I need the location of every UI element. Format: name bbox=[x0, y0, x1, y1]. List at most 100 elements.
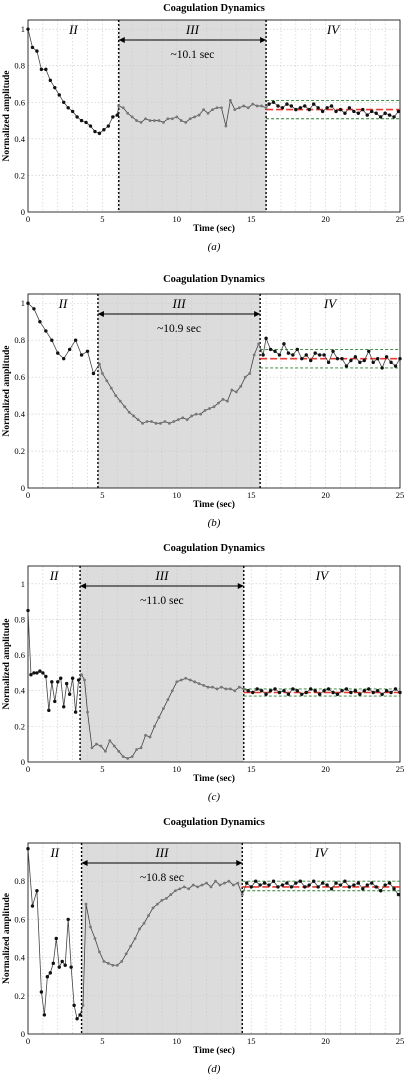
data-point bbox=[277, 353, 282, 357]
data-point bbox=[41, 671, 45, 675]
phase-label-ii: II bbox=[49, 845, 59, 860]
data-point bbox=[393, 687, 398, 691]
y-tick-label: 0.4 bbox=[14, 134, 25, 144]
data-point bbox=[114, 394, 118, 398]
data-point bbox=[233, 108, 237, 111]
data-point bbox=[206, 685, 210, 689]
data-point bbox=[191, 883, 195, 887]
data-point bbox=[193, 680, 197, 684]
data-point bbox=[203, 409, 207, 412]
data-point bbox=[322, 689, 326, 693]
data-point bbox=[224, 124, 228, 128]
data-point bbox=[136, 418, 140, 422]
data-point bbox=[29, 672, 33, 677]
data-point bbox=[202, 108, 205, 111]
data-point bbox=[199, 412, 203, 416]
data-point bbox=[237, 685, 241, 689]
data-point bbox=[282, 342, 286, 346]
data-point bbox=[170, 689, 174, 693]
data-point bbox=[69, 965, 73, 969]
data-point bbox=[240, 893, 244, 896]
data-point bbox=[294, 107, 298, 112]
data-point bbox=[311, 102, 316, 106]
data-point bbox=[156, 902, 159, 906]
data-point bbox=[139, 746, 143, 750]
data-point bbox=[98, 362, 101, 366]
y-tick-label: 0 bbox=[21, 1029, 25, 1039]
data-point bbox=[236, 881, 240, 885]
data-point bbox=[83, 678, 86, 682]
data-point bbox=[304, 690, 308, 695]
data-point bbox=[132, 414, 136, 418]
data-point bbox=[103, 749, 107, 753]
data-point bbox=[267, 102, 271, 106]
x-tick-label: 10 bbox=[173, 490, 182, 500]
data-point bbox=[44, 674, 48, 679]
data-point bbox=[344, 364, 349, 368]
data-point bbox=[184, 676, 188, 680]
x-tick-label: 0 bbox=[26, 1036, 30, 1046]
y-tick-label: 1 bbox=[21, 579, 25, 589]
data-point bbox=[234, 390, 238, 394]
data-point bbox=[53, 699, 57, 704]
data-point bbox=[353, 355, 358, 359]
x-tick-label: 0 bbox=[26, 490, 30, 500]
data-point bbox=[123, 405, 127, 409]
data-point bbox=[173, 889, 177, 893]
data-point bbox=[144, 733, 147, 737]
data-point bbox=[115, 963, 119, 967]
data-point bbox=[35, 671, 39, 675]
data-point bbox=[154, 421, 158, 425]
data-point bbox=[307, 107, 311, 112]
data-point bbox=[307, 883, 311, 887]
data-point bbox=[353, 689, 358, 693]
x-tick-label: 20 bbox=[321, 214, 330, 224]
data-point bbox=[380, 366, 384, 370]
phase-label-iii: III bbox=[154, 845, 169, 860]
data-point bbox=[39, 67, 44, 72]
data-point bbox=[79, 353, 84, 357]
data-point bbox=[148, 119, 152, 122]
data-point bbox=[202, 683, 205, 687]
data-point bbox=[347, 106, 352, 110]
data-point bbox=[200, 883, 204, 887]
phase-label-iii: III bbox=[154, 568, 169, 583]
x-tick-label: 5 bbox=[100, 1036, 104, 1046]
data-point bbox=[30, 45, 35, 50]
data-point bbox=[392, 115, 396, 119]
arrow-head-right bbox=[260, 37, 267, 43]
data-point bbox=[249, 885, 253, 889]
data-point bbox=[295, 347, 300, 352]
y-tick-label: 0.2 bbox=[14, 721, 25, 731]
data-point bbox=[320, 881, 325, 885]
data-point bbox=[42, 1013, 47, 1017]
data-point bbox=[157, 119, 161, 122]
data-point bbox=[396, 109, 401, 114]
data-point bbox=[145, 420, 149, 423]
data-point bbox=[317, 692, 322, 696]
data-point bbox=[268, 347, 273, 352]
y-tick-label: 1 bbox=[21, 298, 25, 308]
data-point bbox=[294, 881, 298, 885]
data-point bbox=[38, 669, 42, 673]
data-point bbox=[237, 106, 241, 110]
data-point bbox=[106, 961, 110, 965]
data-point bbox=[121, 106, 125, 110]
data-point bbox=[398, 690, 402, 695]
data-point bbox=[188, 117, 192, 121]
data-point bbox=[76, 678, 81, 682]
x-tick-label: 15 bbox=[247, 490, 256, 500]
data-point bbox=[233, 689, 237, 693]
data-point bbox=[362, 689, 366, 693]
data-point bbox=[316, 885, 320, 889]
x-tick-label: 10 bbox=[173, 1036, 182, 1046]
data-point bbox=[106, 124, 111, 128]
x-tick-label: 25 bbox=[396, 490, 405, 500]
chart-title: Coagulation Dynamics bbox=[163, 3, 265, 14]
data-point bbox=[148, 735, 152, 739]
phase-label-iv: IV bbox=[314, 845, 329, 860]
data-point bbox=[117, 749, 121, 753]
x-tick-label: 0 bbox=[26, 214, 30, 224]
